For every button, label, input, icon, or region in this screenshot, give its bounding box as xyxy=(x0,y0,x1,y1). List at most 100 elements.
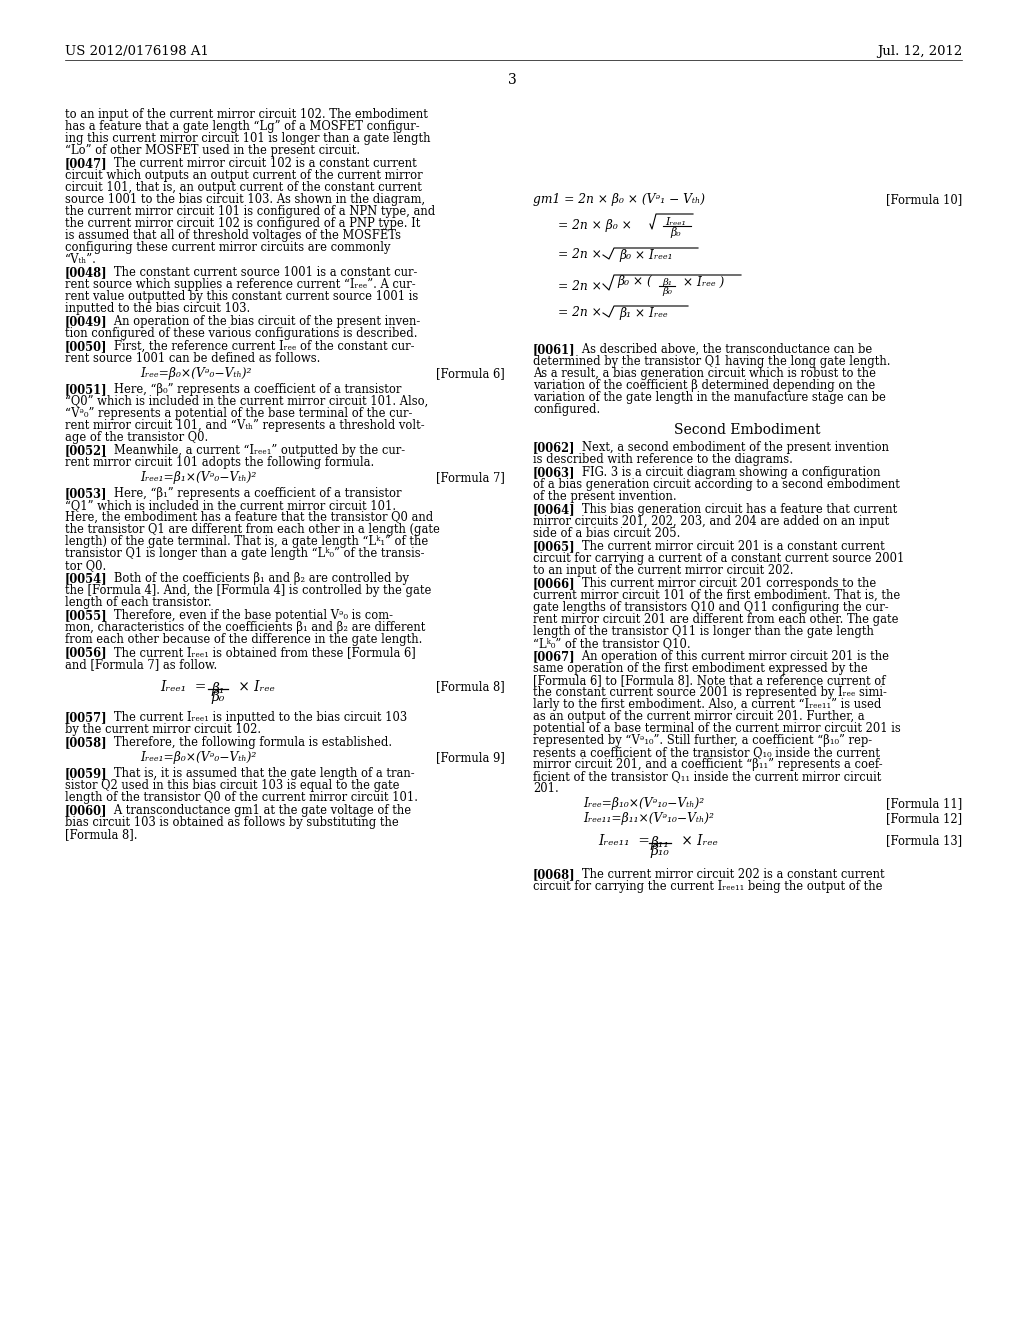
Text: source 1001 to the bias circuit 103. As shown in the diagram,: source 1001 to the bias circuit 103. As … xyxy=(65,193,425,206)
Text: [0055]: [0055] xyxy=(65,609,108,622)
Text: Both of the coefficients β₁ and β₂ are controlled by: Both of the coefficients β₁ and β₂ are c… xyxy=(103,572,409,585)
Text: [0047]: [0047] xyxy=(65,157,108,170)
Text: Second Embodiment: Second Embodiment xyxy=(674,422,821,437)
Text: configuring these current mirror circuits are commonly: configuring these current mirror circuit… xyxy=(65,242,390,253)
Text: = 2n ×: = 2n × xyxy=(558,280,602,293)
Text: tor Q0.: tor Q0. xyxy=(65,558,106,572)
Text: larly to the first embodiment. Also, a current “Iᵣₑₑ₁₁” is used: larly to the first embodiment. Also, a c… xyxy=(534,698,882,711)
Text: = 2n ×: = 2n × xyxy=(558,248,602,261)
Text: [Formula 12]: [Formula 12] xyxy=(886,812,962,825)
Text: the constant current source 2001 is represented by Iᵣₑₑ simi-: the constant current source 2001 is repr… xyxy=(534,686,887,700)
Text: Therefore, even if the base potential Vᵊ₀ is com-: Therefore, even if the base potential Vᵊ… xyxy=(103,609,393,622)
Text: ing this current mirror circuit 101 is longer than a gate length: ing this current mirror circuit 101 is l… xyxy=(65,132,430,145)
Text: Iᵣₑₑ=β₀×(Vᵊ₀−Vₜₕ)²: Iᵣₑₑ=β₀×(Vᵊ₀−Vₜₕ)² xyxy=(140,367,251,380)
Text: Meanwhile, a current “Iᵣₑₑ₁” outputted by the cur-: Meanwhile, a current “Iᵣₑₑ₁” outputted b… xyxy=(103,444,406,457)
Text: current mirror circuit 101 of the first embodiment. That is, the: current mirror circuit 101 of the first … xyxy=(534,589,900,602)
Text: side of a bias circuit 205.: side of a bias circuit 205. xyxy=(534,527,680,540)
Text: 3: 3 xyxy=(508,73,516,87)
Text: [0064]: [0064] xyxy=(534,503,575,516)
Text: β₀: β₀ xyxy=(211,690,224,704)
Text: β₀ × (: β₀ × ( xyxy=(617,276,651,289)
Text: determined by the transistor Q1 having the long gate length.: determined by the transistor Q1 having t… xyxy=(534,355,891,368)
Text: from each other because of the difference in the gate length.: from each other because of the differenc… xyxy=(65,634,422,645)
Text: This bias generation circuit has a feature that current: This bias generation circuit has a featu… xyxy=(571,503,897,516)
Text: length of the transistor Q11 is longer than the gate length: length of the transistor Q11 is longer t… xyxy=(534,624,873,638)
Text: = 2n × β₀ ×: = 2n × β₀ × xyxy=(558,219,632,231)
Text: mirror circuits 201, 202, 203, and 204 are added on an input: mirror circuits 201, 202, 203, and 204 a… xyxy=(534,515,889,528)
Text: is assumed that all of threshold voltages of the MOSFETs: is assumed that all of threshold voltage… xyxy=(65,228,401,242)
Text: the current mirror circuit 101 is configured of a NPN type, and: the current mirror circuit 101 is config… xyxy=(65,205,435,218)
Text: Here, “β₁” represents a coefficient of a transistor: Here, “β₁” represents a coefficient of a… xyxy=(103,487,401,500)
Text: [0063]: [0063] xyxy=(534,466,575,479)
Text: β₀: β₀ xyxy=(671,227,681,238)
Text: and [Formula 7] as follow.: and [Formula 7] as follow. xyxy=(65,657,217,671)
Text: [0052]: [0052] xyxy=(65,444,108,457)
Text: represented by “Vᵊ₁₀”. Still further, a coefficient “β₁₀” rep-: represented by “Vᵊ₁₀”. Still further, a … xyxy=(534,734,872,747)
Text: as an output of the current mirror circuit 201. Further, a: as an output of the current mirror circu… xyxy=(534,710,864,723)
Text: The current Iᵣₑₑ₁ is inputted to the bias circuit 103: The current Iᵣₑₑ₁ is inputted to the bia… xyxy=(103,711,408,723)
Text: Iᵣₑₑ₁=β₁×(Vᵊ₀−Vₜₕ)²: Iᵣₑₑ₁=β₁×(Vᵊ₀−Vₜₕ)² xyxy=(140,471,256,484)
Text: mon, characteristics of the coefficients β₁ and β₂ are different: mon, characteristics of the coefficients… xyxy=(65,620,425,634)
Text: resents a coefficient of the transistor Q₁₀ inside the current: resents a coefficient of the transistor … xyxy=(534,746,880,759)
Text: β₁: β₁ xyxy=(211,682,224,696)
Text: [0056]: [0056] xyxy=(65,645,108,659)
Text: circuit for carrying a current of a constant current source 2001: circuit for carrying a current of a cons… xyxy=(534,552,904,565)
Text: sistor Q2 used in this bias circuit 103 is equal to the gate: sistor Q2 used in this bias circuit 103 … xyxy=(65,779,399,792)
Text: bias circuit 103 is obtained as follows by substituting the: bias circuit 103 is obtained as follows … xyxy=(65,816,398,829)
Text: [Formula 8].: [Formula 8]. xyxy=(65,828,137,841)
Text: The current mirror circuit 202 is a constant current: The current mirror circuit 202 is a cons… xyxy=(571,869,885,880)
Text: of a bias generation circuit according to a second embodiment: of a bias generation circuit according t… xyxy=(534,478,900,491)
Text: Next, a second embodiment of the present invention: Next, a second embodiment of the present… xyxy=(571,441,889,454)
Text: [0051]: [0051] xyxy=(65,383,108,396)
Text: the [Formula 4]. And, the [Formula 4] is controlled by the gate: the [Formula 4]. And, the [Formula 4] is… xyxy=(65,583,431,597)
Text: circuit for carrying the current Iᵣₑₑ₁₁ being the output of the: circuit for carrying the current Iᵣₑₑ₁₁ … xyxy=(534,880,883,894)
Text: β₀: β₀ xyxy=(663,286,672,296)
Text: Iᵣₑₑ₁₁=β₁₁×(Vᵊ₁₀−Vₜₕ)²: Iᵣₑₑ₁₁=β₁₁×(Vᵊ₁₀−Vₜₕ)² xyxy=(583,812,714,825)
Text: “Q0” which is included in the current mirror circuit 101. Also,: “Q0” which is included in the current mi… xyxy=(65,395,428,408)
Text: β₁₁: β₁₁ xyxy=(650,836,670,850)
Text: [0049]: [0049] xyxy=(65,315,108,327)
Text: US 2012/0176198 A1: US 2012/0176198 A1 xyxy=(65,45,209,58)
Text: to an input of the current mirror circuit 202.: to an input of the current mirror circui… xyxy=(534,564,794,577)
Text: A transconductance gm1 at the gate voltage of the: A transconductance gm1 at the gate volta… xyxy=(103,804,411,817)
Text: “Vᵊ₀” represents a potential of the base terminal of the cur-: “Vᵊ₀” represents a potential of the base… xyxy=(65,407,413,420)
Text: [0068]: [0068] xyxy=(534,869,575,880)
Text: has a feature that a gate length “Lg” of a MOSFET configur-: has a feature that a gate length “Lg” of… xyxy=(65,120,420,133)
Text: [0057]: [0057] xyxy=(65,711,108,723)
Text: rent mirror circuit 101, and “Vₜₕ” represents a threshold volt-: rent mirror circuit 101, and “Vₜₕ” repre… xyxy=(65,418,425,432)
Text: [0059]: [0059] xyxy=(65,767,108,780)
Text: [0048]: [0048] xyxy=(65,267,108,279)
Text: mirror circuit 201, and a coefficient “β₁₁” represents a coef-: mirror circuit 201, and a coefficient “β… xyxy=(534,758,883,771)
Text: [Formula 7]: [Formula 7] xyxy=(436,471,505,484)
Text: An operation of this current mirror circuit 201 is the: An operation of this current mirror circ… xyxy=(571,649,889,663)
Text: circuit 101, that is, an output current of the constant current: circuit 101, that is, an output current … xyxy=(65,181,422,194)
Text: [Formula 10]: [Formula 10] xyxy=(886,193,962,206)
Text: × Iᵣₑₑ ): × Iᵣₑₑ ) xyxy=(679,276,724,289)
Text: same operation of the first embodiment expressed by the: same operation of the first embodiment e… xyxy=(534,663,867,675)
Text: the transistor Q1 are different from each other in a length (gate: the transistor Q1 are different from eac… xyxy=(65,523,440,536)
Text: Iᵣₑₑ₁=β₀×(Vᵊ₀−Vₜₕ)²: Iᵣₑₑ₁=β₀×(Vᵊ₀−Vₜₕ)² xyxy=(140,751,256,764)
Text: β₁ × Iᵣₑₑ: β₁ × Iᵣₑₑ xyxy=(618,306,668,319)
Text: [0054]: [0054] xyxy=(65,572,108,585)
Text: Here, “β₀” represents a coefficient of a transistor: Here, “β₀” represents a coefficient of a… xyxy=(103,383,401,396)
Text: gm1 = 2n × β₀ × (Vᵊ₁ − Vₜₕ): gm1 = 2n × β₀ × (Vᵊ₁ − Vₜₕ) xyxy=(534,193,705,206)
Text: [Formula 9]: [Formula 9] xyxy=(436,751,505,764)
Text: First, the reference current Iᵣₑₑ of the constant cur-: First, the reference current Iᵣₑₑ of the… xyxy=(103,341,415,352)
Text: × Iᵣₑₑ: × Iᵣₑₑ xyxy=(234,680,274,694)
Text: variation of the coefficient β determined depending on the: variation of the coefficient β determine… xyxy=(534,379,876,392)
Text: tion configured of these various configurations is described.: tion configured of these various configu… xyxy=(65,327,418,341)
Text: Iᵣₑₑ₁  =: Iᵣₑₑ₁ = xyxy=(160,680,206,694)
Text: Iᵣₑₑ=β₁₀×(Vᵊ₁₀−Vₜₕ)²: Iᵣₑₑ=β₁₀×(Vᵊ₁₀−Vₜₕ)² xyxy=(583,797,705,810)
Text: This current mirror circuit 201 corresponds to the: This current mirror circuit 201 correspo… xyxy=(571,577,877,590)
Text: variation of the gate length in the manufacture stage can be: variation of the gate length in the manu… xyxy=(534,391,886,404)
Text: [0060]: [0060] xyxy=(65,804,108,817)
Text: rent mirror circuit 201 are different from each other. The gate: rent mirror circuit 201 are different fr… xyxy=(534,612,898,626)
Text: The current mirror circuit 201 is a constant current: The current mirror circuit 201 is a cons… xyxy=(571,540,885,553)
Text: is described with reference to the diagrams.: is described with reference to the diagr… xyxy=(534,453,793,466)
Text: × Iᵣₑₑ: × Iᵣₑₑ xyxy=(677,834,718,847)
Text: Here, the embodiment has a feature that the transistor Q0 and: Here, the embodiment has a feature that … xyxy=(65,511,433,524)
Text: The constant current source 1001 is a constant cur-: The constant current source 1001 is a co… xyxy=(103,267,418,279)
Text: An operation of the bias circuit of the present inven-: An operation of the bias circuit of the … xyxy=(103,315,420,327)
Text: age of the transistor Q0.: age of the transistor Q0. xyxy=(65,432,208,444)
Text: Iᵣₑₑ₁₁  =: Iᵣₑₑ₁₁ = xyxy=(598,834,650,847)
